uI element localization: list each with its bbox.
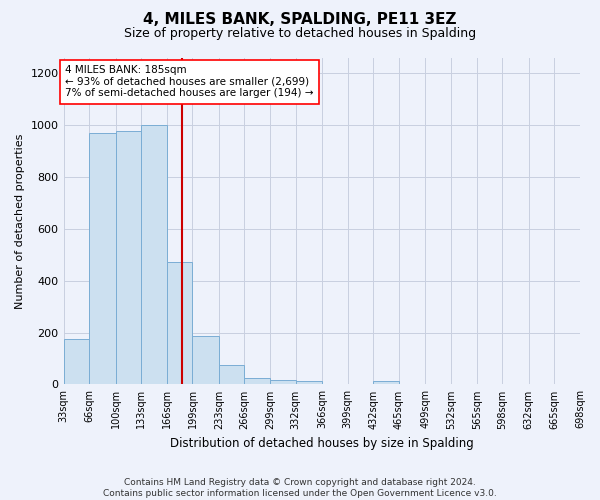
Bar [193, 336, 219, 384]
X-axis label: Distribution of detached houses by size in Spalding: Distribution of detached houses by size … [170, 437, 473, 450]
Y-axis label: Number of detached properties: Number of detached properties [15, 134, 25, 308]
Bar [373, 382, 399, 384]
Text: 4, MILES BANK, SPALDING, PE11 3EZ: 4, MILES BANK, SPALDING, PE11 3EZ [143, 12, 457, 28]
Bar [64, 339, 89, 384]
Bar [270, 380, 296, 384]
Bar [219, 365, 244, 384]
Bar [244, 378, 270, 384]
Text: 4 MILES BANK: 185sqm
← 93% of detached houses are smaller (2,699)
7% of semi-det: 4 MILES BANK: 185sqm ← 93% of detached h… [65, 66, 314, 98]
Bar [141, 125, 167, 384]
Text: Size of property relative to detached houses in Spalding: Size of property relative to detached ho… [124, 28, 476, 40]
Bar [167, 262, 193, 384]
Text: Contains HM Land Registry data © Crown copyright and database right 2024.
Contai: Contains HM Land Registry data © Crown c… [103, 478, 497, 498]
Bar [296, 382, 322, 384]
Bar [89, 132, 116, 384]
Bar [116, 132, 141, 384]
